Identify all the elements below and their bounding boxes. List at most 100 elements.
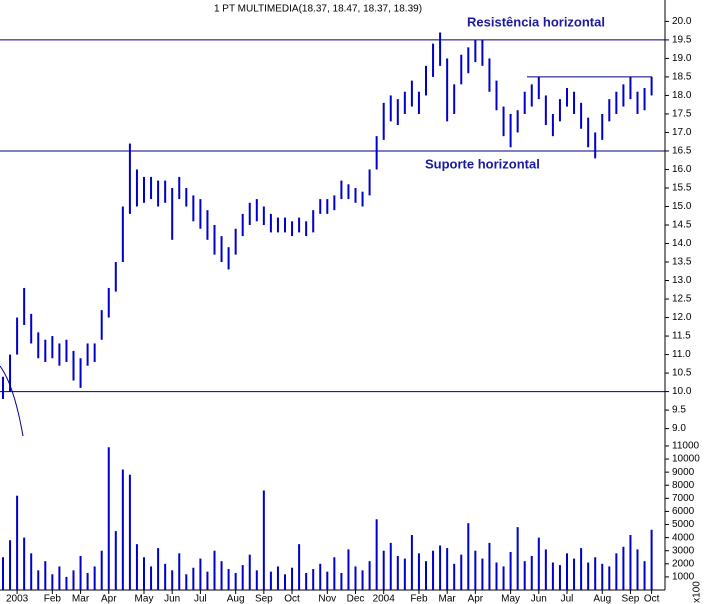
volume-bar — [488, 542, 491, 590]
y2-tick-label: 6000 — [672, 506, 695, 517]
price-bar — [608, 99, 611, 122]
y2-tick-label: 9000 — [672, 467, 695, 478]
volume-bar — [58, 566, 61, 590]
x-tick-label: Jul — [561, 594, 574, 604]
price-bar — [220, 236, 223, 263]
price-bar — [650, 76, 653, 96]
price-bar — [178, 176, 181, 200]
price-bar — [622, 84, 625, 107]
y-tick-label: 12.5 — [672, 294, 692, 305]
annotation: Resistência horizontal — [467, 14, 605, 29]
volume-bar — [220, 561, 223, 590]
volume-bar — [135, 544, 138, 590]
volume-bar — [474, 550, 477, 590]
price-bar — [566, 88, 568, 107]
volume-bar — [241, 565, 244, 590]
volume-bar — [333, 557, 336, 590]
volume-bar — [128, 474, 131, 590]
y-tick-label: 18.0 — [672, 90, 692, 101]
x-tick-label: Feb — [410, 594, 428, 604]
volume-bar — [347, 549, 350, 590]
x-tick-label: Oct — [284, 594, 300, 604]
volume-bar — [608, 566, 611, 590]
price-bar — [44, 339, 47, 362]
y-tick-label: 13.0 — [672, 275, 692, 286]
price-bar — [276, 217, 279, 233]
y2-tick-label: 11000 — [672, 441, 700, 452]
price-bar — [164, 180, 167, 203]
price-bar — [516, 110, 519, 133]
price-bar — [255, 199, 258, 222]
y2-tick-label: 5000 — [672, 519, 695, 530]
price-bar — [573, 91, 576, 114]
y-tick-label: 19.5 — [672, 35, 692, 46]
x-tick-label: Jun — [531, 594, 547, 604]
y2-tick-label: 3000 — [672, 545, 695, 556]
volume-bar — [481, 558, 484, 590]
x-tick-label: Nov — [318, 594, 336, 604]
price-bar — [629, 76, 632, 100]
volume-bar — [636, 549, 639, 590]
price-bar — [93, 343, 96, 362]
volume-bar — [650, 529, 653, 590]
volume-bar — [523, 561, 526, 590]
volume-bar — [417, 553, 420, 590]
volume-bar — [114, 531, 117, 590]
price-bar — [382, 102, 385, 140]
volume-bar — [51, 574, 54, 590]
price-bar — [558, 99, 561, 122]
price-bar — [587, 117, 590, 148]
price-bar — [227, 247, 230, 270]
volume-bar — [375, 519, 378, 590]
volume-bar — [580, 548, 583, 590]
price-bar — [389, 95, 392, 122]
price-bar — [340, 180, 343, 200]
y2-tick-label: 8000 — [672, 480, 695, 491]
price-bar — [128, 143, 131, 214]
volume-bar — [410, 534, 413, 590]
volume-bar — [44, 561, 47, 590]
y-tick-label: 16.5 — [672, 146, 692, 157]
volume-bar — [495, 562, 498, 590]
price-bar — [439, 32, 442, 66]
volume-bar — [164, 563, 167, 590]
y-tick-label: 14.0 — [672, 238, 692, 249]
price-bar — [446, 58, 449, 122]
volume-bar — [192, 567, 195, 590]
price-bar — [37, 332, 40, 359]
volume-bar — [276, 566, 279, 590]
price-bar — [319, 199, 322, 214]
price-bar — [298, 217, 301, 233]
price-bar — [30, 313, 33, 344]
price-bar — [185, 187, 188, 207]
volume-bar — [121, 469, 124, 590]
volume-bar — [206, 571, 209, 590]
price-bar — [199, 199, 202, 229]
price-bar — [354, 187, 357, 203]
volume-bar — [460, 554, 463, 590]
y-tick-label: 13.5 — [672, 257, 692, 268]
price-bar — [333, 195, 336, 211]
volume-bar — [396, 555, 399, 590]
price-bar — [248, 202, 251, 225]
price-bar — [234, 228, 237, 255]
price-bar — [474, 39, 477, 63]
volume-bar — [573, 558, 576, 590]
price-bar — [284, 217, 286, 233]
volume-bar — [439, 545, 442, 590]
y-tick-label: 10.5 — [672, 368, 692, 379]
volume-bar — [340, 572, 343, 590]
annotation: Suporte horizontal — [425, 156, 540, 171]
y-tick-label: 15.0 — [672, 201, 692, 212]
price-bar — [467, 47, 470, 74]
x-tick-label: Apr — [101, 594, 117, 604]
y2-tick-label: 2000 — [672, 558, 695, 569]
price-bar — [453, 84, 456, 114]
volume-bar — [544, 549, 547, 590]
price-bar — [580, 102, 583, 129]
volume-bar — [566, 553, 568, 590]
x-tick-label: Feb — [44, 594, 62, 604]
price-bar — [410, 80, 413, 107]
price-bar — [368, 169, 371, 196]
volume-bar — [93, 566, 96, 590]
